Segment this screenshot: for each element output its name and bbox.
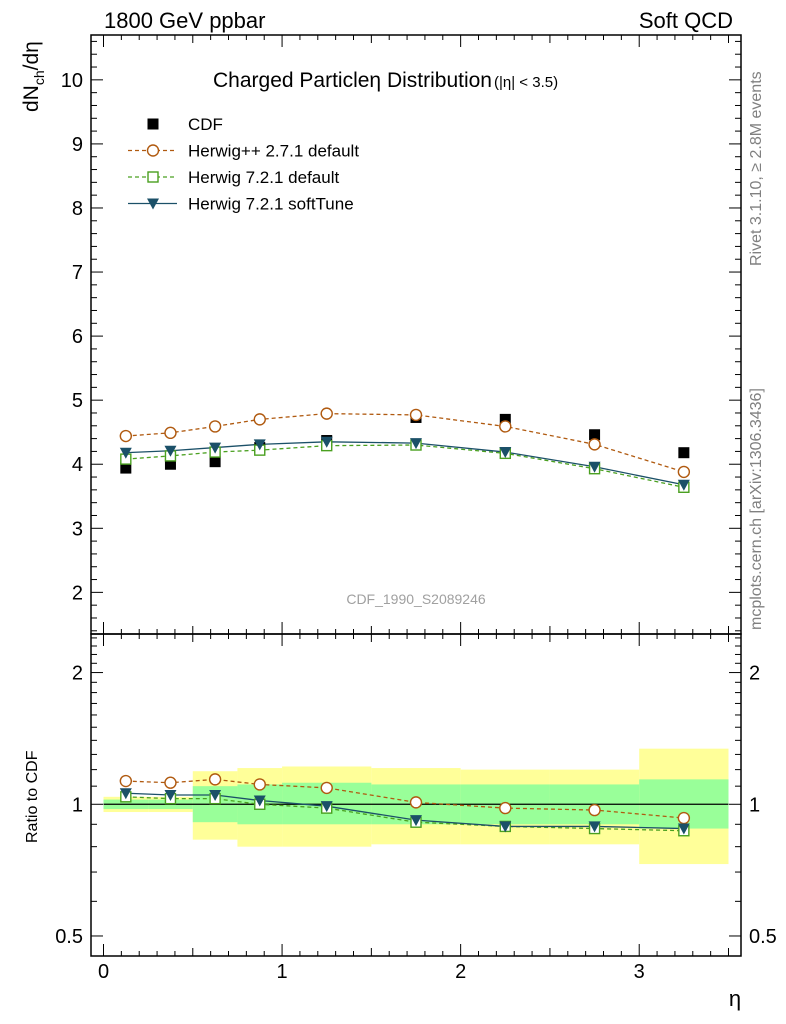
- x-tick-label: 1: [277, 961, 288, 983]
- ratio-point-s0-7: [588, 803, 601, 817]
- main-title: Charged Particleη Distribution (|η| < 3.5…: [213, 69, 558, 92]
- main-title-rest: Distribution: [381, 69, 492, 92]
- main-ytick-label: 3: [72, 518, 83, 540]
- ratio-ytick-label-left: 0.5: [55, 926, 83, 948]
- main-point-s3-0: [119, 447, 132, 459]
- main-point-s1-8: [677, 465, 691, 479]
- main-point-s3-7: [588, 461, 601, 473]
- ratio-point-s0-0: [119, 774, 133, 788]
- ratio-plot-marks: [119, 773, 691, 837]
- main-ytick-label: 9: [72, 134, 83, 156]
- legend-label-1: Herwig++ 2.7.1 default: [188, 142, 359, 161]
- legend-marker-2: [147, 171, 159, 183]
- ratio-point-s2-2: [209, 790, 222, 801]
- side-label-mcplots: mcplots.cern.ch [arXiv:1306.3436]: [748, 388, 765, 630]
- ratio-ylabel: Ratio to CDF: [24, 750, 41, 843]
- main-ylabel-sub: ch: [31, 70, 47, 85]
- ratio-point-s2-5: [410, 815, 422, 827]
- main-point-s1-2: [208, 420, 222, 433]
- main-ytick-label: 8: [72, 198, 83, 220]
- ratio-plot-panel: 0.5 0.5 1 1 2 2 0 1 2 3: [55, 633, 777, 983]
- ratio-point-s2-4: [320, 801, 333, 813]
- legend-marker-3: [147, 198, 159, 210]
- ratio-point-s2-3: [253, 795, 266, 807]
- main-point-s0-7: [589, 429, 601, 441]
- ratio-plot-ticks: 0.5 0.5 1 1 2 2 0 1 2 3: [55, 634, 777, 983]
- main-point-s0-0: [120, 462, 132, 474]
- ratio-ytick-label-right: 2: [749, 663, 760, 685]
- main-ytick-label: 2: [72, 582, 83, 604]
- main-point-s3-4: [320, 436, 333, 448]
- legend: CDF Herwig++ 2.7.1 default Herwig 7.2.1 de…: [128, 115, 359, 214]
- main-plot-ticks: 2 3 4 5 6 7 8 9 10: [61, 35, 741, 634]
- main-point-s3-3: [253, 439, 266, 451]
- x-axis-label: η: [729, 986, 741, 1011]
- main-point-s1-5: [409, 408, 423, 422]
- ratio-ytick-label-right: 1: [749, 794, 760, 816]
- x-tick-label: 2: [455, 961, 466, 983]
- main-ylabel-tail: /dη: [20, 41, 43, 70]
- main-ytick-label: 5: [72, 390, 83, 412]
- main-point-s0-6: [499, 413, 511, 425]
- x-tick-label: 3: [634, 961, 645, 983]
- ratio-point-s2-8: [677, 823, 690, 835]
- main-point-s3-1: [164, 445, 177, 457]
- main-point-s0-2: [209, 456, 221, 468]
- main-point-s3-5: [410, 438, 422, 450]
- ratio-point-s2-6: [499, 821, 512, 833]
- ratio-point-s0-5: [409, 796, 423, 809]
- ratio-plot-frame: [90, 633, 742, 957]
- main-point-s3-8: [677, 479, 690, 491]
- main-plot-marks: [119, 407, 691, 493]
- main-point-s3-6: [499, 447, 512, 459]
- legend-marker-0: [147, 118, 159, 130]
- main-plot-panel: 2 3 4 5 6 7 8 9 10: [61, 34, 742, 635]
- main-point-s1-3: [253, 413, 266, 426]
- main-ylabel: dNch/dη: [20, 41, 47, 112]
- main-ytick-label: 4: [72, 454, 83, 476]
- main-point-s1-0: [119, 429, 133, 443]
- main-ytick-label: 6: [72, 326, 83, 348]
- main-title-eta: η: [369, 69, 381, 92]
- ratio-point-s0-3: [253, 778, 266, 791]
- main-ytick-label: 7: [72, 262, 83, 284]
- main-point-s1-4: [320, 407, 333, 420]
- ratio-ytick-label-left: 2: [72, 663, 83, 685]
- legend-label-2: Herwig 7.2.1 default: [188, 168, 339, 187]
- ratio-point-s0-6: [499, 801, 512, 815]
- ratio-point-s0-4: [320, 781, 333, 795]
- main-point-s1-7: [588, 438, 601, 451]
- main-point-s1-6: [499, 420, 512, 433]
- main-point-s3-2: [209, 442, 222, 454]
- main-ylabel-text: dN: [20, 85, 43, 112]
- analysis-watermark: CDF_1990_S2089246: [346, 591, 486, 607]
- ratio-point-s0-2: [208, 773, 222, 786]
- ratio-point-s0-1: [164, 776, 177, 789]
- main-line-2: [125, 444, 684, 488]
- main-title-text: Charged Particle: [213, 69, 369, 92]
- main-point-s0-1: [164, 458, 176, 470]
- ratio-ytick-label-right: 0.5: [749, 926, 777, 948]
- ratio-line-0: [125, 778, 684, 819]
- main-title-cut: (|η| < 3.5): [494, 74, 558, 91]
- ratio-point-s0-8: [677, 811, 691, 825]
- main-point-s1-1: [164, 426, 177, 440]
- header-right: Soft QCD: [639, 8, 733, 33]
- x-tick-label: 0: [98, 961, 109, 983]
- main-ytick-label: 10: [61, 70, 83, 92]
- header-left: 1800 GeV ppbar: [104, 8, 265, 33]
- ratio-point-s2-0: [119, 788, 132, 800]
- legend-label-0: CDF: [188, 115, 223, 134]
- ratio-line-1: [125, 796, 684, 832]
- ratio-point-s2-7: [588, 821, 601, 833]
- legend-label-3: Herwig 7.2.1 softTune: [188, 195, 354, 214]
- main-point-s0-8: [678, 447, 690, 459]
- main-line-1: [125, 412, 685, 473]
- side-label-rivet: Rivet 3.1.10, ≥ 2.8M events: [748, 71, 765, 266]
- ratio-point-s2-1: [164, 790, 177, 801]
- ratio-bands: [103, 748, 729, 865]
- ratio-ytick-label-left: 1: [72, 794, 83, 816]
- legend-marker-1: [146, 144, 160, 157]
